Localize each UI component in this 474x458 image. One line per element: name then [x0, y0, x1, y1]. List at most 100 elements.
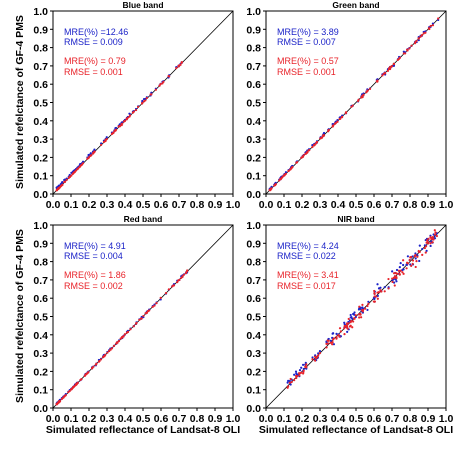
data-point-red [172, 284, 175, 287]
x-tick-label: 0.8 [190, 199, 205, 211]
x-tick-label: 0.9 [421, 199, 436, 211]
x-tick-label: 0.6 [154, 413, 169, 425]
data-point-red [115, 341, 119, 344]
data-point-red [338, 335, 341, 338]
data-point-red [145, 96, 148, 100]
y-tick-label: 0.9 [33, 238, 48, 250]
x-tick-label: 1.0 [439, 199, 454, 211]
y-tick-label: 0.0 [246, 403, 261, 415]
data-point-red [117, 339, 121, 343]
data-point-blue [294, 370, 298, 373]
data-point-red [185, 271, 188, 274]
x-tick-label: 0.9 [208, 413, 223, 425]
x-tick-label: 0.9 [208, 199, 223, 211]
y-tick-label: 0.7 [33, 61, 48, 73]
data-point-red [393, 284, 396, 287]
data-point-blue [298, 369, 302, 372]
data-point-red [429, 236, 432, 239]
y-tick-label: 1.0 [246, 6, 261, 18]
data-point-red [102, 140, 106, 144]
data-point-red [104, 138, 107, 141]
y-tick-label: 0.5 [33, 312, 48, 324]
y-tick-label: 0.6 [246, 79, 261, 91]
data-point-red [392, 62, 395, 65]
data-point-red [425, 241, 428, 244]
data-point-red [110, 132, 114, 136]
data-point-blue [425, 249, 428, 252]
data-point-red [435, 234, 439, 238]
y-axis-title-bottom: Simulated refelctance of GF-4 PMS [14, 229, 26, 403]
x-axis-title-left: Simulated reflectance of Landsat-8 OLI [46, 424, 240, 436]
data-point-red [142, 314, 145, 318]
data-point-red [410, 44, 413, 47]
data-point-red [295, 376, 298, 380]
data-point-red [414, 265, 417, 269]
red-mre-label: MRE(%) = 0.79 [64, 56, 126, 66]
x-tick-label: 0.2 [82, 413, 97, 425]
data-point-blue [295, 372, 298, 375]
data-point-red [100, 143, 103, 147]
data-point-red [353, 317, 356, 320]
data-point-red [387, 277, 390, 281]
x-tick-label: 0.3 [100, 413, 115, 425]
data-point-red [308, 148, 311, 152]
data-point-red [142, 100, 146, 103]
data-point-red [132, 325, 135, 328]
data-point-red [325, 342, 328, 346]
data-point-red [74, 384, 77, 387]
y-axis-title-top: Simulated refelctance of GF-4 PMS [14, 15, 26, 189]
data-point-red [311, 358, 314, 361]
data-point-red [92, 365, 95, 368]
y-tick-label: 1.0 [33, 220, 48, 232]
blue-mre-label: MRE(%) = 4.24 [277, 241, 339, 251]
data-point-red [331, 341, 334, 344]
y-tick-label: 0.6 [33, 293, 48, 305]
data-point-red [107, 349, 111, 353]
data-point-red [92, 152, 95, 155]
y-tick-label: 0.2 [246, 152, 261, 164]
data-point-red [164, 292, 168, 295]
x-tick-label: 0.4 [331, 199, 346, 211]
x-tick-label: 1.0 [226, 413, 241, 425]
data-point-red [340, 116, 344, 119]
data-point-red [357, 313, 361, 316]
x-tick-label: 0.3 [100, 199, 115, 211]
data-point-blue [366, 308, 369, 312]
data-point-red [72, 385, 75, 388]
y-tick-label: 1.0 [246, 220, 261, 232]
y-tick-label: 0.8 [246, 257, 261, 269]
data-point-blue [357, 308, 361, 311]
panel-title: NIR band [337, 214, 374, 224]
data-point-red [381, 74, 384, 77]
blue-rmse-label: RMSE = 0.004 [64, 251, 123, 261]
data-point-blue [301, 363, 305, 366]
x-tick-label: 0.7 [385, 413, 400, 425]
data-point-red [417, 249, 420, 253]
data-point-red [114, 128, 118, 131]
y-tick-label: 0.9 [33, 24, 48, 36]
data-point-red [411, 259, 415, 262]
data-point-red [134, 108, 138, 112]
data-point-red [318, 351, 322, 355]
data-point-red [405, 261, 409, 264]
data-point-blue [335, 332, 338, 335]
data-point-red [358, 305, 361, 308]
data-point-red [339, 330, 342, 333]
panel-2: 0.00.00.10.10.20.20.30.30.40.40.50.50.60… [246, 0, 453, 211]
data-point-blue [343, 321, 346, 324]
data-point-red [89, 154, 92, 157]
blue-rmse-label: RMSE = 0.022 [277, 251, 336, 261]
data-point-blue [317, 352, 320, 355]
data-point-red [410, 264, 413, 267]
data-point-blue [349, 313, 352, 317]
data-point-blue [327, 337, 330, 341]
data-point-red [360, 316, 363, 319]
data-point-blue [421, 247, 424, 251]
x-tick-label: 0.4 [331, 413, 346, 425]
y-tick-label: 0.1 [33, 171, 48, 183]
data-point-blue [81, 160, 85, 163]
x-tick-label: 0.9 [421, 413, 436, 425]
data-point-red [178, 278, 181, 282]
data-point-blue [395, 280, 398, 283]
data-point-red [93, 150, 96, 153]
